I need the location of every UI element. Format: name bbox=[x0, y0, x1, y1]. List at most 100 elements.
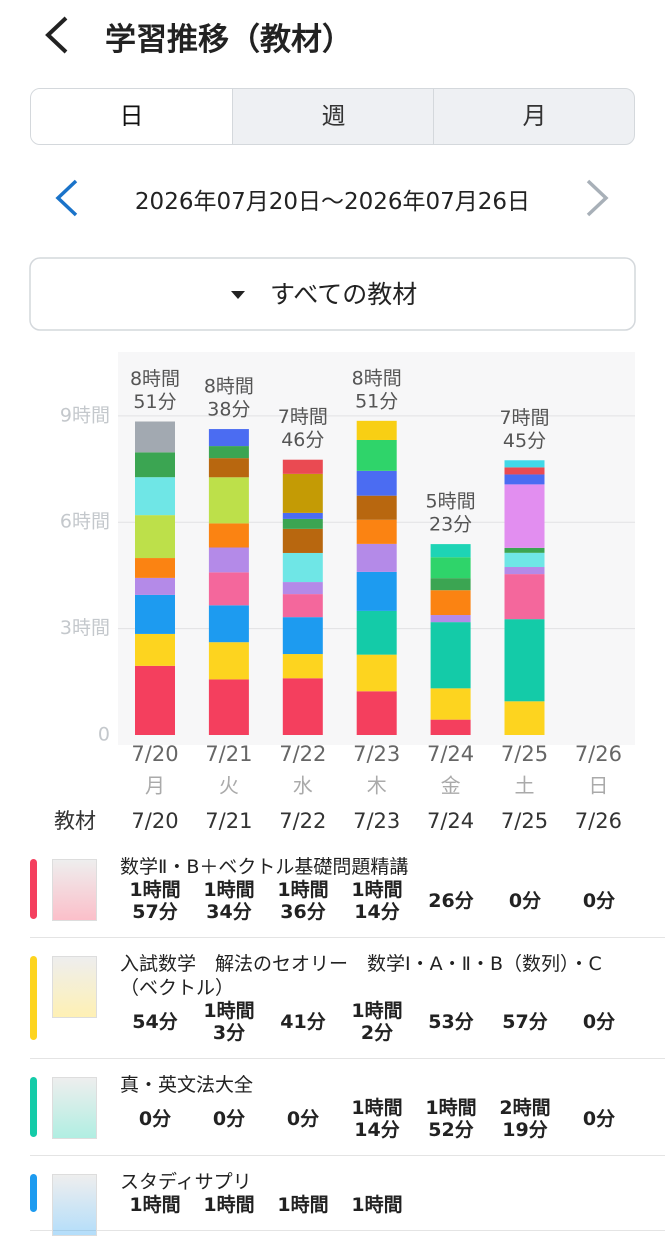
cells: 0分 0分 0分 1時間 14分 1時間 52分 2時間 19分 0分 bbox=[118, 1097, 665, 1141]
time-cell: 1時間 bbox=[118, 1194, 192, 1216]
bar-segment bbox=[282, 617, 323, 655]
time-cell: 53分 bbox=[414, 1011, 488, 1033]
time-text: 1時間 bbox=[351, 1000, 403, 1022]
x-tick-label: 7/24 bbox=[427, 742, 474, 766]
time-text: 0分 bbox=[138, 1108, 172, 1130]
weekday-label: 木 bbox=[367, 774, 387, 798]
time-cell: 1時間 bbox=[192, 1194, 266, 1216]
table-header-cell: 7/25 bbox=[500, 809, 549, 833]
total-label: 51分 bbox=[133, 391, 176, 413]
tab[interactable]: 月 bbox=[433, 89, 634, 144]
time-cell: 0分 bbox=[192, 1108, 266, 1130]
table-row: 入試数学 解法のセオリー 数学Ⅰ・A・Ⅱ・B（数列）・C（ベクトル） 54分 1時間… bbox=[30, 938, 665, 1059]
canvas: すべての教材 03時間6時間9時間8時間51分7/20月8時間38分7/21火7… bbox=[29, 16, 636, 798]
time-cell: 0分 bbox=[562, 1108, 636, 1130]
material-name: 真・英文法大全 bbox=[120, 1074, 254, 1096]
weekday-label: 火 bbox=[219, 774, 239, 798]
time-text: 54分 bbox=[132, 1011, 178, 1033]
table-row: 真・英文法大全 0分 0分 0分 1時間 14分 1時間 52分 2時間 19分 0分 bbox=[30, 1059, 665, 1156]
tab[interactable]: 日 bbox=[31, 89, 232, 144]
time-text: 1時間 bbox=[277, 1194, 329, 1216]
thumbnail bbox=[52, 956, 97, 1018]
table: 数学Ⅱ・B＋ベクトル基礎問題精講 1時間 57分 1時間 34分 1時間 36分 1時間 14分… bbox=[30, 841, 665, 1236]
time-text: 1時間 bbox=[351, 1194, 403, 1216]
page-title: 学習推移（教材） bbox=[105, 22, 353, 58]
x-tick-label: 7/21 bbox=[205, 742, 252, 766]
bar-segment bbox=[504, 701, 545, 735]
bar-segment bbox=[208, 642, 249, 680]
time-cell: 1時間 bbox=[266, 1194, 340, 1216]
material-name: スタディサプリ bbox=[120, 1171, 252, 1193]
material-name: 数学Ⅱ・B＋ベクトル基礎問題精講 bbox=[120, 856, 409, 878]
time-text: 53分 bbox=[428, 1011, 474, 1033]
total-label: 7時間 bbox=[499, 407, 549, 429]
total-label: 8時間 bbox=[130, 368, 180, 390]
time-text: 1時間 bbox=[277, 879, 329, 901]
bar-segment bbox=[356, 470, 397, 496]
table-header-cell: 7/26 bbox=[574, 809, 622, 833]
bar-segment bbox=[208, 446, 249, 459]
bar-segment bbox=[430, 544, 471, 558]
time-text: 0分 bbox=[582, 1108, 616, 1130]
color-bar bbox=[30, 956, 37, 1040]
next-arrow[interactable] bbox=[586, 179, 609, 217]
tab-bar: 日週月 bbox=[30, 88, 635, 145]
time-text: 1時間 bbox=[203, 879, 255, 901]
bar-segment bbox=[208, 429, 249, 447]
total-label: 8時間 bbox=[352, 367, 402, 389]
bar-segment bbox=[430, 615, 471, 623]
bar-segment bbox=[430, 688, 471, 720]
time-cell: 26分 bbox=[414, 890, 488, 912]
time-text: 19分 bbox=[502, 1119, 548, 1141]
time-cell: 41分 bbox=[266, 1011, 340, 1033]
time-text: 41分 bbox=[280, 1011, 326, 1033]
bar-segment bbox=[504, 484, 545, 548]
bar-segment bbox=[135, 594, 175, 634]
bar-segment bbox=[282, 594, 323, 618]
bar-segment bbox=[430, 578, 471, 591]
prev-arrow[interactable] bbox=[55, 179, 78, 217]
bar-segment bbox=[282, 512, 323, 519]
time-text: 57分 bbox=[132, 901, 178, 923]
bar-segment bbox=[504, 467, 545, 475]
time-cell: 0分 bbox=[488, 890, 562, 912]
back-button[interactable] bbox=[45, 16, 68, 54]
bar-segment bbox=[208, 572, 249, 606]
bar-segment bbox=[430, 622, 471, 689]
total-label: 7時間 bbox=[278, 406, 328, 428]
bar-segment bbox=[356, 420, 397, 440]
time-cell: 1時間 52分 bbox=[414, 1097, 488, 1141]
bar-segment bbox=[208, 547, 249, 573]
bar-segment bbox=[504, 552, 545, 568]
time-cell: 1時間 14分 bbox=[340, 879, 414, 923]
y-tick-label: 0 bbox=[98, 724, 110, 746]
total-label: 38分 bbox=[207, 399, 250, 421]
time-text: 1時間 bbox=[203, 1194, 255, 1216]
time-text: 0分 bbox=[582, 1011, 616, 1033]
filter-box[interactable] bbox=[29, 257, 636, 331]
time-cell: 1時間 bbox=[340, 1194, 414, 1216]
bar-segment bbox=[356, 654, 397, 692]
time-text: 0分 bbox=[508, 890, 542, 912]
bar-segment bbox=[135, 477, 175, 516]
bar-segment bbox=[430, 590, 471, 616]
x-tick-label: 7/25 bbox=[501, 742, 548, 766]
time-cell: 0分 bbox=[562, 890, 636, 912]
time-text: 3分 bbox=[212, 1022, 246, 1044]
time-text: 26分 bbox=[428, 890, 474, 912]
bar-segment bbox=[282, 459, 323, 474]
x-tick-label: 7/22 bbox=[279, 742, 326, 766]
bar-segment bbox=[135, 665, 175, 735]
time-text: 1時間 bbox=[351, 1097, 403, 1119]
time-text: 1時間 bbox=[351, 879, 403, 901]
bar-segment bbox=[208, 679, 249, 735]
y-tick-label: 9時間 bbox=[60, 404, 110, 426]
color-bar bbox=[30, 1077, 37, 1137]
color-bar bbox=[30, 1174, 37, 1212]
bar-segment bbox=[504, 567, 545, 575]
bar-segment bbox=[356, 610, 397, 655]
total-label: 23分 bbox=[429, 514, 472, 536]
tab[interactable]: 週 bbox=[232, 89, 434, 144]
table-header-cell: 7/22 bbox=[279, 809, 327, 833]
time-cell: 1時間 14分 bbox=[340, 1097, 414, 1141]
